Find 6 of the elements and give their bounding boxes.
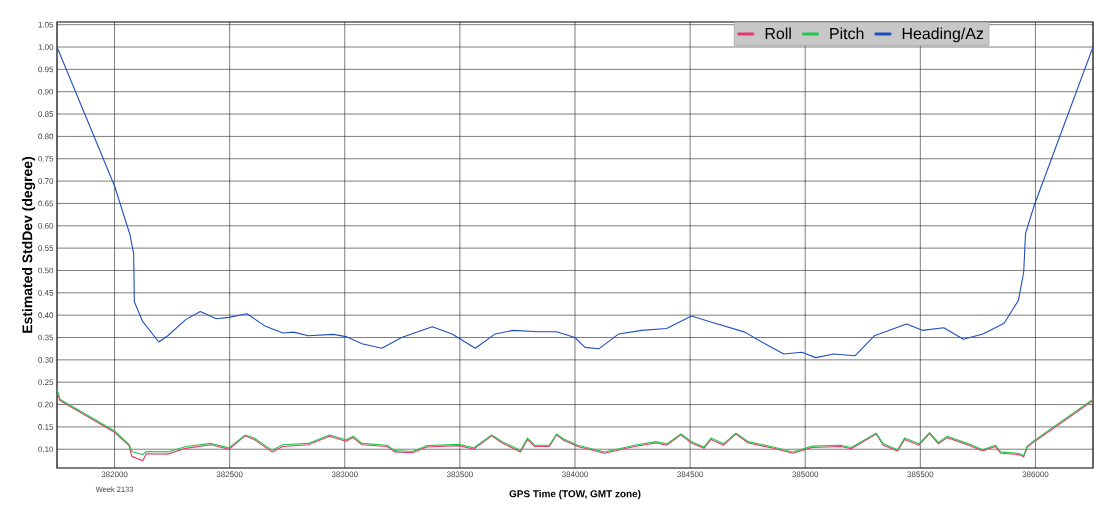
x-axis-title: GPS Time (TOW, GMT zone) — [509, 489, 641, 500]
legend-label: Pitch — [830, 27, 864, 40]
legend-label: Roll — [765, 27, 791, 40]
y-axis-title: Estimated StdDev (degree) — [22, 156, 36, 333]
legend-label: Heading/Az — [902, 27, 984, 43]
line-series — [57, 46, 1093, 359]
